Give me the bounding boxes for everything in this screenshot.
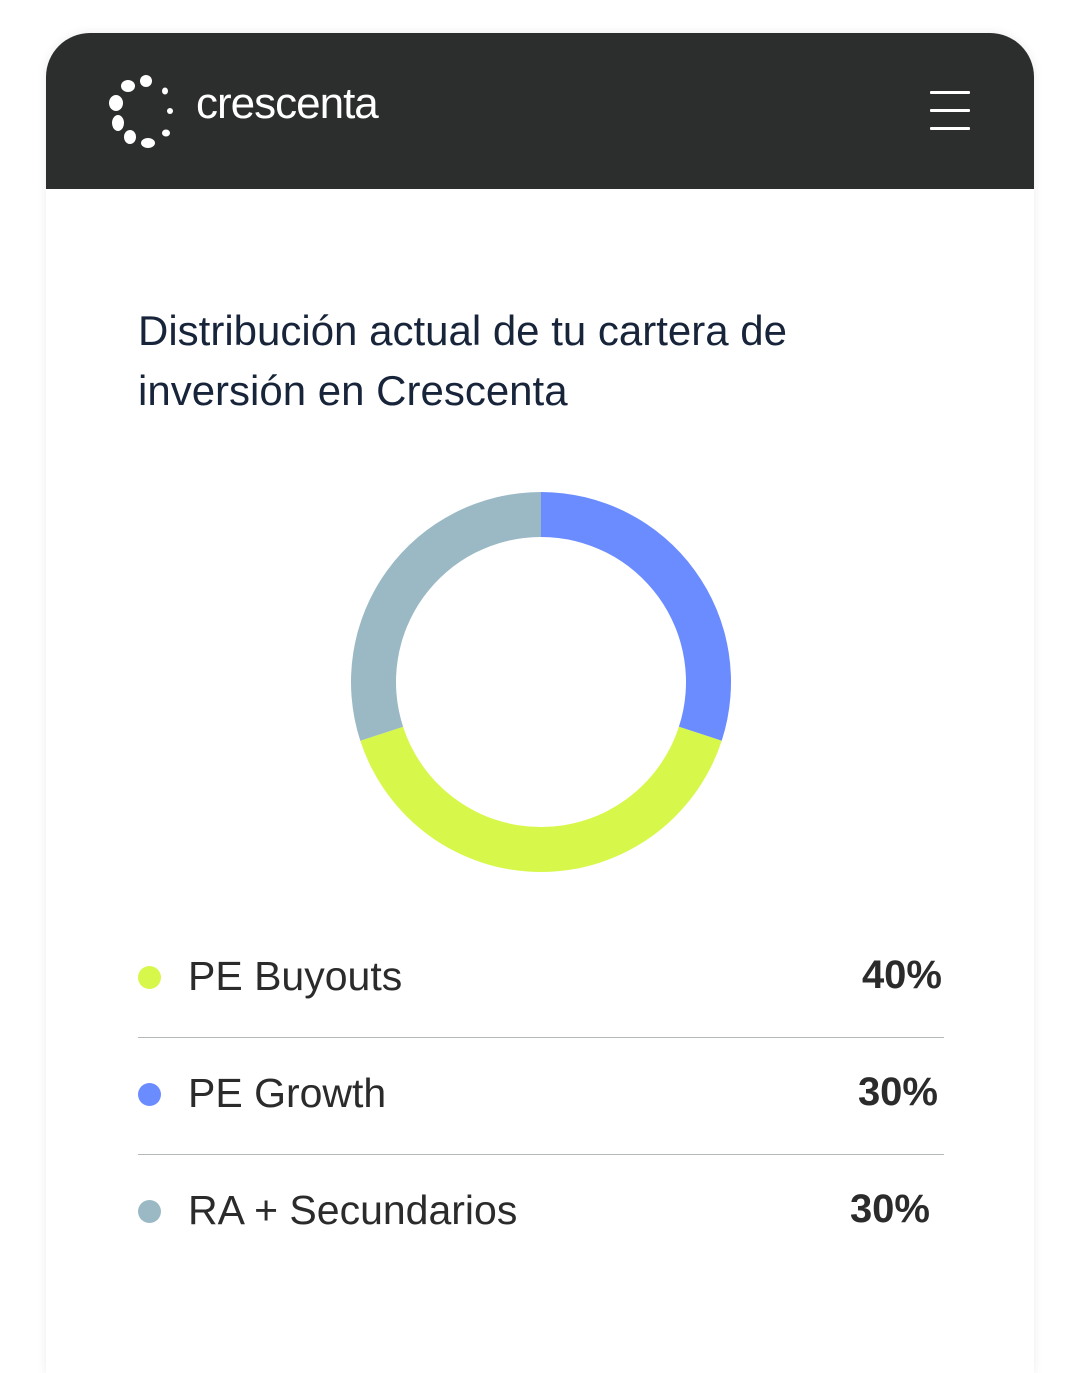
top-navigation-bar: crescenta bbox=[46, 33, 1034, 189]
donut-slice-pe-buyouts bbox=[360, 726, 722, 873]
page-title: Distribución actual de tu cartera de inv… bbox=[138, 307, 788, 414]
legend-row: RA + Secundarios 30% bbox=[138, 1155, 944, 1271]
legend-color-dot bbox=[138, 966, 161, 989]
portfolio-legend: PE Buyouts 40% PE Growth 30% RA + Secund… bbox=[138, 921, 944, 1271]
donut-slice-pe-growth bbox=[541, 492, 731, 741]
legend-color-dot bbox=[138, 1083, 161, 1106]
legend-label: PE Buyouts bbox=[188, 953, 403, 999]
portfolio-donut-chart bbox=[351, 492, 731, 873]
legend-color-dot bbox=[138, 1200, 161, 1223]
legend-label: PE Growth bbox=[188, 1070, 387, 1116]
legend-row: PE Growth 30% bbox=[138, 1038, 944, 1155]
hamburger-menu-icon[interactable] bbox=[930, 91, 978, 131]
phone-frame: crescenta Distribución actual de tu cart… bbox=[46, 33, 1034, 1373]
donut-slice-ra-secundarios bbox=[351, 492, 541, 741]
brand-name[interactable]: crescenta bbox=[196, 79, 379, 128]
dotted-circle-logo-icon[interactable] bbox=[108, 73, 178, 149]
legend-row: PE Buyouts 40% bbox=[138, 921, 944, 1038]
legend-value: 40% bbox=[861, 953, 942, 997]
legend-label: RA + Secundarios bbox=[188, 1187, 518, 1233]
legend-value: 30% bbox=[857, 1070, 938, 1114]
legend-value: 30% bbox=[849, 1187, 930, 1231]
